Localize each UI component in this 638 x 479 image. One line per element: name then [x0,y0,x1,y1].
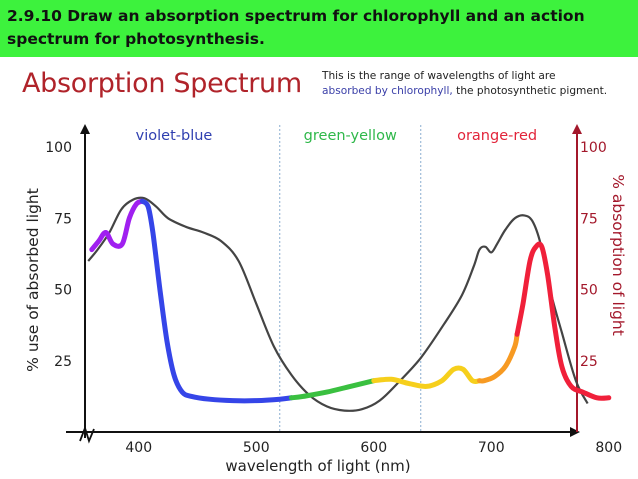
absorption-segment-blue [139,198,294,404]
x-axis-arrow [570,427,580,437]
band-label-green-yellow: green-yellow [304,128,397,144]
banner-line-2: spectrum for photosynthesis. [7,30,265,48]
absorption-segment-green [289,378,377,401]
x-tick-800: 800 [595,440,622,456]
left-y-tick-75: 75 [54,211,72,227]
band-label-orange-red: orange-red [457,128,537,144]
chart-series [87,196,612,412]
description-line-2: absorbed by chlorophyll, [322,85,453,97]
chart-title: Absorption Spectrum [22,68,302,99]
left-y-tick-50: 50 [54,283,72,299]
x-axis-label: wavelength of light (nm) [225,457,410,475]
band-label-violet-blue: violet-blue [136,128,213,144]
description-line-2-tail: the photosynthetic pigment. [452,85,608,97]
x-tick-500: 500 [243,440,270,456]
y-axis-left-arrow [80,124,90,134]
x-tick-700: 700 [478,440,505,456]
left-y-tick-100: 100 [45,140,72,156]
banner-line-1: 2.9.10 Draw an absorption spectrum for c… [7,7,585,25]
chart-description: This is the range of wavelengths of ligh… [322,69,638,99]
absorption-segment-red [514,241,612,401]
x-tick-600: 600 [360,440,387,456]
right-y-tick-100: 100 [580,140,607,156]
axis-break-icon [79,425,95,444]
y-axis-right-arrow [572,124,582,134]
absorption-segment-yellow [371,365,482,389]
action-spectrum-line [87,196,589,412]
right-y-tick-75: 75 [580,211,598,227]
description-line-1: This is the range of wavelengths of ligh… [322,70,556,82]
absorption-segment-orange [477,331,520,384]
y-axis-label-left: % use of absorbed light [24,188,42,372]
left-y-tick-25: 25 [54,354,72,370]
x-tick-400: 400 [125,440,152,456]
y-axis-label-right: % absorption of light [609,174,627,336]
slide-banner: 2.9.10 Draw an absorption spectrum for c… [0,0,638,57]
right-y-tick-50: 50 [580,283,598,299]
right-y-tick-25: 25 [580,354,598,370]
absorption-segment-violet [89,198,145,253]
